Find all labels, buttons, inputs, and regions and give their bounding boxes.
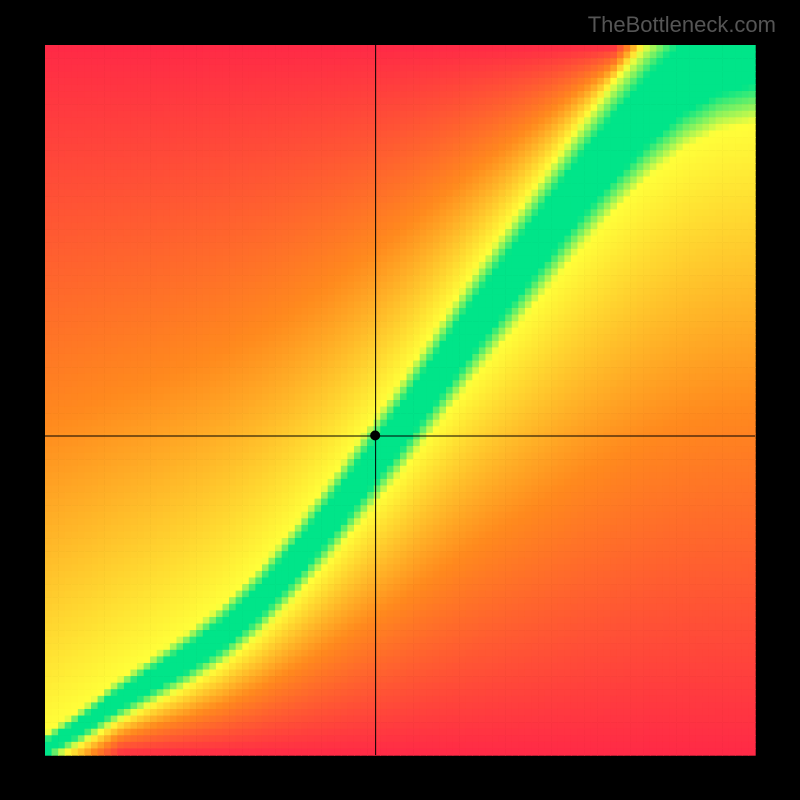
bottleneck-heatmap bbox=[0, 0, 800, 800]
watermark-text: TheBottleneck.com bbox=[588, 12, 776, 38]
